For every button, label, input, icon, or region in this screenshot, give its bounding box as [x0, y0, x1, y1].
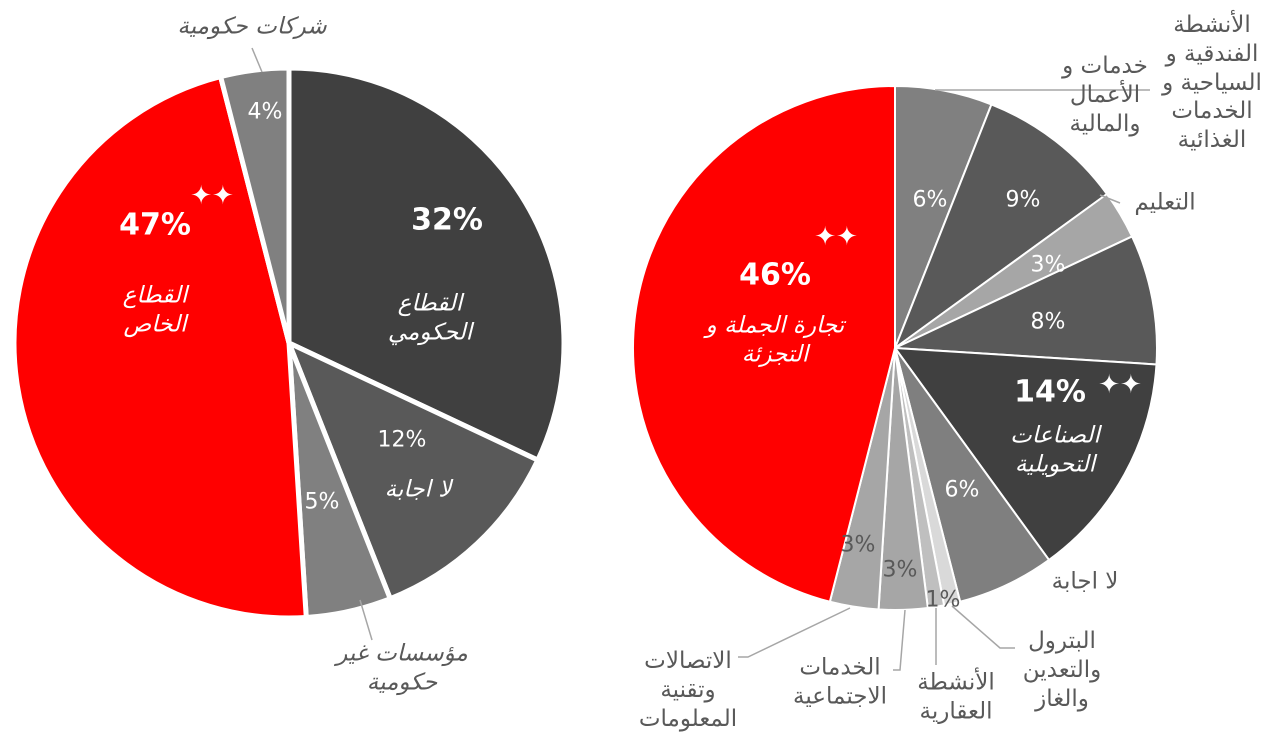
leader-line [951, 605, 1015, 649]
pie-slice [894, 235, 1158, 366]
leader-line [738, 607, 851, 658]
slice-value-label: 3% [882, 557, 918, 583]
slice-category-label: البترول والتعدين والغاز [1022, 627, 1102, 712]
pie-slice [218, 65, 292, 346]
pie-slice [894, 347, 1158, 561]
slice-category-label: شركات حكومية [177, 13, 327, 40]
slice-value-label: 1% [925, 587, 961, 613]
slice-value-label: 9% [1005, 187, 1041, 213]
slice-value-label: 4% [247, 99, 283, 125]
pie-slice [11, 74, 309, 621]
pie-slice [286, 340, 541, 602]
slice-category-label: تجارة الجملة و التجزئة [705, 312, 845, 367]
highlight-star: ✦✦ [814, 222, 858, 252]
slice-value-label: 5% [304, 489, 340, 515]
slice-category-label: الصناعات التحويلية [1010, 422, 1100, 477]
leader-lines [251, 47, 1150, 671]
slice-category-label: لا اجابة [1051, 568, 1119, 595]
slice-value-label: 47% [119, 207, 191, 243]
highlight-star: ✦✦ [190, 181, 234, 211]
slice-category-label: لا اجابة [384, 476, 452, 503]
leader-line [359, 599, 373, 641]
slice-value-label: 6% [944, 477, 980, 503]
slice-category-label: مؤسسات غير حكومية [336, 640, 468, 695]
pie-slice [631, 85, 896, 603]
highlight-star: ✦✦ [1098, 370, 1142, 400]
slice-category-label: خدمات و الأعمال والمالية [1062, 52, 1148, 137]
slice-category-label: الأنشطة الفندقية و السياحية و الخدمات ال… [1162, 12, 1262, 154]
slice-value-label: 8% [1030, 309, 1066, 335]
slice-value-label: 3% [1030, 252, 1066, 278]
pie-slice [894, 103, 1108, 349]
slice-value-label: 12% [377, 427, 427, 453]
slice-category-label: القطاع الحكومي [387, 290, 473, 345]
slice-category-label: القطاع الخاص [122, 282, 188, 337]
slice-category-label: الاتصالات وتقنية المعلومات [638, 647, 738, 732]
slice-value-label: 32% [411, 202, 483, 238]
pie-slice [286, 65, 567, 463]
leader-line [893, 609, 906, 671]
slice-value-label: 6% [912, 187, 948, 213]
leader-line [1099, 194, 1121, 204]
leader-line [251, 47, 263, 73]
slice-category-label: الخدمات الاجتماعية [793, 654, 887, 709]
slice-category-label: الأنشطة العقارية [917, 669, 995, 724]
slice-value-label: 46% [739, 257, 811, 293]
slice-value-label: 14% [1014, 374, 1086, 410]
slice-value-label: 3% [840, 532, 876, 558]
slice-category-label: التعليم [1134, 189, 1196, 216]
